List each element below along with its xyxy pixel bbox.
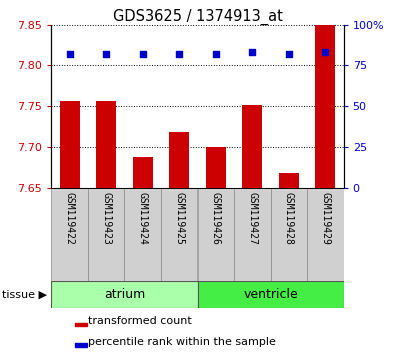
Point xyxy=(213,51,219,57)
Bar xyxy=(307,188,344,281)
Point xyxy=(139,51,146,57)
Bar xyxy=(198,188,234,281)
Point xyxy=(176,51,182,57)
Bar xyxy=(161,188,198,281)
Bar xyxy=(206,147,226,188)
Text: GSM119429: GSM119429 xyxy=(320,192,330,245)
Text: ventricle: ventricle xyxy=(243,288,298,301)
Text: percentile rank within the sample: percentile rank within the sample xyxy=(88,337,276,347)
Bar xyxy=(234,188,271,281)
Text: GSM119422: GSM119422 xyxy=(65,192,75,245)
Bar xyxy=(75,343,87,347)
Bar xyxy=(198,281,344,308)
Text: GSM119426: GSM119426 xyxy=(211,192,221,245)
Bar xyxy=(169,132,189,188)
Bar xyxy=(51,188,88,281)
Text: GSM119427: GSM119427 xyxy=(247,192,257,245)
Bar xyxy=(88,188,124,281)
Point xyxy=(249,50,256,55)
Text: transformed count: transformed count xyxy=(88,316,192,326)
Point xyxy=(322,50,329,55)
Bar xyxy=(124,188,161,281)
Bar xyxy=(279,173,299,188)
Point xyxy=(66,51,73,57)
Text: GSM119423: GSM119423 xyxy=(101,192,111,245)
Bar xyxy=(51,281,198,308)
Point xyxy=(286,51,292,57)
Bar xyxy=(75,322,87,326)
Bar xyxy=(271,188,307,281)
Bar xyxy=(242,104,262,188)
Bar xyxy=(96,101,116,188)
Bar xyxy=(60,101,80,188)
Text: atrium: atrium xyxy=(104,288,145,301)
Text: GSM119425: GSM119425 xyxy=(174,192,184,245)
Bar xyxy=(133,157,153,188)
Text: GSM119424: GSM119424 xyxy=(138,192,148,245)
Text: GSM119428: GSM119428 xyxy=(284,192,294,245)
Bar xyxy=(315,25,335,188)
Point xyxy=(103,51,109,57)
Text: tissue ▶: tissue ▶ xyxy=(2,290,47,299)
Title: GDS3625 / 1374913_at: GDS3625 / 1374913_at xyxy=(113,8,282,25)
